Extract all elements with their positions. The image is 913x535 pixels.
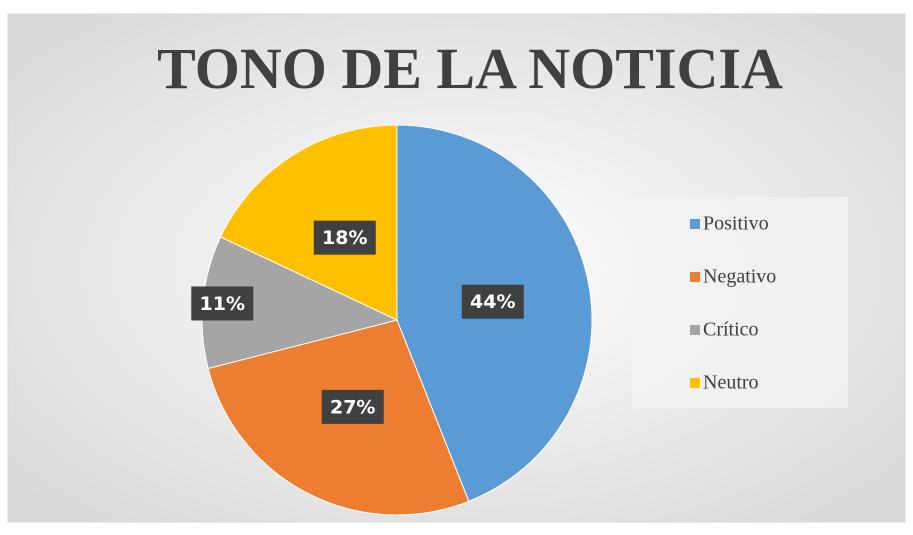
pie-slice bbox=[219, 124, 398, 321]
data-label: 27% bbox=[330, 396, 375, 418]
legend-label: Negativo bbox=[703, 266, 776, 288]
legend-marker bbox=[690, 378, 700, 388]
legend-label: Crítico bbox=[703, 319, 759, 341]
legend-label: Neutro bbox=[703, 372, 759, 394]
data-label-box bbox=[321, 389, 384, 424]
legend-label: Positivo bbox=[703, 213, 769, 235]
data-label-box bbox=[191, 286, 254, 321]
data-label-box bbox=[313, 220, 376, 255]
legend-box bbox=[632, 197, 848, 408]
data-label: 44% bbox=[470, 291, 515, 313]
legend-marker bbox=[690, 272, 700, 282]
chart-title: TONO DE LA NOTICIA bbox=[157, 36, 783, 101]
data-label-box bbox=[461, 284, 524, 319]
data-label: 11% bbox=[200, 293, 245, 315]
legend-marker bbox=[690, 219, 700, 229]
legend-marker bbox=[690, 325, 700, 335]
data-label: 18% bbox=[322, 227, 367, 249]
